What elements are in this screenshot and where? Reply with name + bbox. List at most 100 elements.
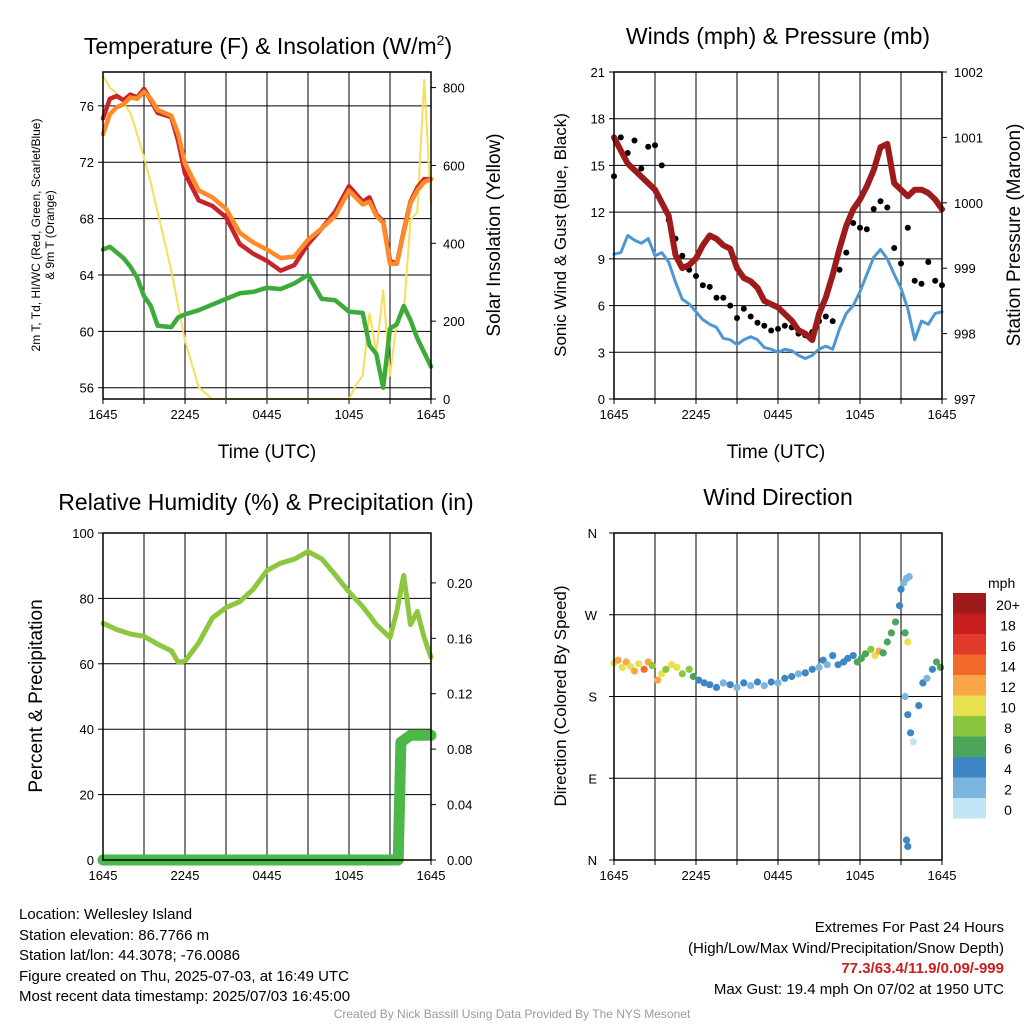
gust-point [658, 162, 665, 169]
direction-point [928, 665, 937, 673]
temperature-plot-frame [102, 71, 432, 400]
gust-point [754, 319, 761, 326]
direction-y-tick-label: E [588, 771, 597, 786]
winds-y-tick-label: 12 [591, 205, 605, 220]
humidity-x-tick-label: 1645 [417, 868, 446, 883]
direction-point [897, 585, 905, 593]
direction-point [648, 662, 656, 670]
direction-y-tick-label: N [588, 853, 597, 868]
speed-legend-swatch [953, 777, 986, 798]
direction-point [685, 665, 693, 673]
extremes-info: Extremes For Past 24 Hours (High/Low/Max… [688, 918, 1004, 1000]
temperature-y-axis-label: 2m T, Td, HI/WC (Red, Green, Scarlet/Blu… [29, 119, 43, 352]
humidity-x-tick-label: 2245 [171, 868, 200, 883]
direction-point [883, 638, 891, 646]
winds-y-tick-label: 3 [598, 345, 605, 360]
speed-legend-label: 12 [1000, 679, 1016, 695]
speed-legend-title: mph [988, 575, 1015, 591]
temperature-x-tick-label: 0445 [253, 407, 282, 422]
direction-point [630, 667, 639, 675]
winds-y2-tick-label: 998 [954, 327, 976, 342]
temperature-y2-tick-label: 600 [443, 158, 465, 173]
direction-point [801, 669, 809, 677]
winds-y-tick-label: 21 [591, 65, 605, 80]
station-latlon: Station lat/lon: 44.3078; -76.0086 [19, 947, 241, 964]
direction-point [909, 738, 917, 746]
figure-created: Figure created on Thu, 2025-07-03, at 16… [19, 967, 349, 985]
gust-point [850, 220, 857, 226]
gust-point [720, 294, 727, 301]
temperature-y-tick-label: 68 [80, 212, 94, 227]
gust-point [891, 245, 898, 251]
speed-legend-swatch [953, 736, 986, 757]
max-gust: Max Gust: 19.4 mph On 07/02 at 1950 UTC [713, 980, 1004, 998]
direction-point [654, 676, 662, 684]
winds-y-tick-label: 9 [598, 252, 605, 267]
direction-point [706, 681, 714, 689]
speed-legend-label: 2 [1004, 782, 1012, 798]
direction-panel: Wind Direction Direction (Colored By Spe… [551, 484, 1020, 883]
dewpoint-line [100, 244, 434, 390]
gust-point [747, 313, 754, 320]
speed-legend-swatch [953, 654, 986, 675]
speed-legend-swatch [953, 695, 986, 716]
temperature-y2-tick-label: 400 [443, 236, 465, 251]
humidity-panel: Relative Humidity (%) & Precipitation (i… [26, 489, 474, 883]
winds-panel: Winds (mph) & Pressure (mb) Sonic Wind &… [551, 23, 1024, 463]
direction-x-tick-label: 2245 [682, 868, 711, 883]
station-info: Location: Wellesley Island Station eleva… [19, 905, 350, 1008]
gust-point [904, 224, 911, 231]
speed-legend-label: 20+ [996, 597, 1020, 613]
direction-point [923, 674, 931, 682]
gust-point [713, 294, 720, 301]
speed-legend-label: 10 [1000, 700, 1016, 716]
winds-chart-title: Winds (mph) & Pressure (mb) [626, 23, 930, 49]
direction-point [726, 681, 734, 689]
temperature-x-tick-label: 2245 [171, 407, 200, 422]
gust-point [645, 143, 652, 150]
direction-point [904, 842, 912, 851]
winds-plot-frame [613, 71, 943, 400]
gust-point [925, 259, 932, 265]
gust-point [877, 198, 884, 205]
speed-legend-swatch [953, 613, 986, 634]
temperature-x-tick-label: 1645 [417, 407, 446, 422]
direction-point [867, 645, 875, 653]
station-elevation: Station elevation: 86.7766 m [19, 926, 210, 944]
direction-chart-title: Wind Direction [703, 484, 853, 510]
direction-point [662, 665, 670, 673]
direction-point [857, 654, 866, 663]
gust-point [638, 165, 645, 172]
humidity-plot-frame [102, 532, 432, 861]
direction-point [904, 638, 912, 646]
direction-point [740, 679, 748, 687]
winds-y-axis-label: Sonic Wind & Gust (Blue, Black) [551, 113, 570, 357]
gust-point [679, 252, 686, 259]
direction-y-tick-label: W [585, 608, 598, 623]
direction-point [767, 678, 775, 686]
temperature-y2-tick-label: 0 [443, 392, 450, 407]
gust-point [857, 224, 863, 231]
winds-y2-tick-label: 1001 [954, 130, 983, 145]
direction-point [747, 682, 755, 690]
direction-y-tick-label: S [588, 690, 597, 705]
direction-point [815, 663, 823, 672]
speed-legend-swatch [953, 757, 986, 778]
gust-point [863, 226, 870, 233]
sonic-wind-line [612, 234, 944, 360]
extremes-title: Extremes For Past 24 Hours [814, 919, 1004, 936]
gust-point [693, 273, 699, 279]
temperature-x-axis-label: Time (UTC) [218, 442, 317, 463]
station-pressure-line [611, 134, 945, 344]
direction-point [760, 682, 768, 690]
winds-x-tick-label: 1045 [846, 407, 875, 422]
humidity-x-tick-label: 1045 [335, 868, 364, 883]
winds-x-axis-label: Time (UTC) [727, 442, 826, 463]
temperature-y2-tick-label: 800 [443, 81, 465, 96]
gust-point [631, 137, 638, 144]
direction-x-tick-label: 1645 [928, 868, 957, 883]
humidity-y-tick-label: 20 [80, 788, 94, 803]
gust-point [734, 315, 740, 321]
gust-point [911, 277, 918, 284]
direction-point [695, 676, 703, 684]
